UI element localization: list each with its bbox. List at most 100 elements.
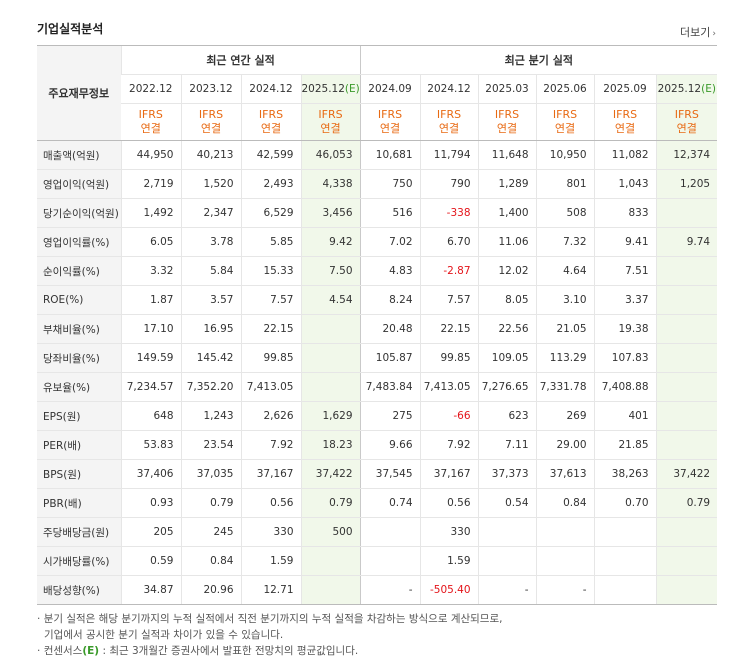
table-cell: 1.87 xyxy=(120,285,181,315)
period-header: 2024.12 xyxy=(419,74,479,104)
table-cell: 2,626 xyxy=(240,401,301,431)
table-cell xyxy=(300,343,361,373)
table-cell: 500 xyxy=(300,517,361,547)
estimate-mark: (E) xyxy=(344,83,360,95)
table-cell: 0.54 xyxy=(477,488,537,518)
table-row: PER(배) 53.83 23.54 7.92 18.23 9.66 7.92 7.11 29.… xyxy=(37,430,718,460)
table-cell: 7.50 xyxy=(300,256,361,286)
table-cell: 37,422 xyxy=(655,459,718,489)
table-cell: 4.64 xyxy=(535,256,595,286)
table-cell: 9.41 xyxy=(593,227,657,257)
table-cell: 7.92 xyxy=(419,430,479,460)
table-cell: 1.59 xyxy=(419,546,479,576)
period-header: 2022.12 xyxy=(121,74,181,104)
table-cell: 7.51 xyxy=(593,256,657,286)
table-cell: 7.32 xyxy=(535,227,595,257)
accounting-standard: IFRS 연결 xyxy=(121,103,181,141)
table-cell: 149.59 xyxy=(120,343,181,373)
group-quarter-header: 최근 분기 실적 xyxy=(359,45,718,75)
table-cell: 37,035 xyxy=(180,459,241,489)
table-cell xyxy=(593,546,657,576)
table-cell: 21.05 xyxy=(535,314,595,344)
row-label: 유보율(%) xyxy=(37,372,121,402)
row-label: PBR(배) xyxy=(37,488,121,518)
table-cell xyxy=(655,343,718,373)
table-cell: 37,373 xyxy=(477,459,537,489)
table-cell: 22.15 xyxy=(240,314,301,344)
row-label: 주당배당금(원) xyxy=(37,517,121,547)
table-cell: 7.92 xyxy=(240,430,301,460)
table-cell xyxy=(655,546,718,576)
table-cell: -66 xyxy=(419,401,479,431)
table-cell: 0.56 xyxy=(240,488,301,518)
table-cell: 4,338 xyxy=(300,169,361,199)
table-cell: 0.79 xyxy=(655,488,718,518)
table-cell: 7,331.78 xyxy=(535,372,595,402)
table-cell: 3.10 xyxy=(535,285,595,315)
table-row: 부채비율(%) 17.10 16.95 22.15 20.48 22.15 22.56 21.… xyxy=(37,314,718,344)
table-row: 배당성향(%) 34.87 20.96 12.71- -505.40- - xyxy=(37,575,718,605)
table-cell xyxy=(655,401,718,431)
table-cell: 40,213 xyxy=(180,140,241,170)
table-cell: 7,276.65 xyxy=(477,372,537,402)
accounting-standard: IFRS 연결 xyxy=(655,103,718,141)
table-cell: 9.74 xyxy=(655,227,718,257)
table-cell xyxy=(655,198,718,228)
table-cell xyxy=(477,517,537,547)
table-cell: - xyxy=(535,575,595,605)
table-cell: 516 xyxy=(359,198,421,228)
table-cell xyxy=(359,546,421,576)
table-cell: 7.02 xyxy=(359,227,421,257)
footnote-1: · 분기 실적은 해당 분기까지의 누적 실적에서 직전 분기까지의 누적 실적… xyxy=(37,613,503,625)
table-cell: 21.85 xyxy=(593,430,657,460)
period-header: 2025.12(E) xyxy=(300,74,361,104)
table-cell: 833 xyxy=(593,198,657,228)
table-cell: 8.24 xyxy=(359,285,421,315)
table-cell: 11,648 xyxy=(477,140,537,170)
accounting-standard: IFRS 연결 xyxy=(180,103,241,141)
table-cell: 46,053 xyxy=(300,140,361,170)
footnote-2: · 컨센서스(E) : 최근 3개월간 증권사에서 발표한 전망치의 평균값입니… xyxy=(37,645,359,657)
table-cell xyxy=(535,517,595,547)
table-cell: 113.29 xyxy=(535,343,595,373)
table-cell: 109.05 xyxy=(477,343,537,373)
accounting-standard: IFRS 연결 xyxy=(419,103,479,141)
financial-table: 주요재무정보 최근 연간 실적 최근 분기 실적 2022.12 2023.12 2… xyxy=(37,45,718,605)
row-label: 배당성향(%) xyxy=(37,575,121,605)
row-label: 시가배당률(%) xyxy=(37,546,121,576)
table-cell xyxy=(300,314,361,344)
table-cell: 330 xyxy=(240,517,301,547)
table-cell xyxy=(593,575,657,605)
table-cell: 18.23 xyxy=(300,430,361,460)
table-cell: 790 xyxy=(419,169,479,199)
table-cell: 9.42 xyxy=(300,227,361,257)
table-cell: 53.83 xyxy=(120,430,181,460)
table-row: 영업이익률(%) 6.05 3.78 5.85 9.42 7.02 6.70 11.06 7.3… xyxy=(37,227,718,257)
footnotes: · 분기 실적은 해당 분기까지의 누적 실적에서 직전 분기까지의 누적 실적… xyxy=(37,611,502,659)
table-cell: 7,408.88 xyxy=(593,372,657,402)
table-cell: 7,413.05 xyxy=(419,372,479,402)
table-cell: 7,352.20 xyxy=(180,372,241,402)
row-label: 영업이익률(%) xyxy=(37,227,121,257)
table-cell: 37,422 xyxy=(300,459,361,489)
table-cell: 2,347 xyxy=(180,198,241,228)
table-cell: 12.02 xyxy=(477,256,537,286)
table-cell: 0.93 xyxy=(120,488,181,518)
table-cell: 12,374 xyxy=(655,140,718,170)
more-link[interactable]: 더보기 › xyxy=(680,24,716,40)
table-row: BPS(원) 37,406 37,035 37,167 37,422 37,545 37,1… xyxy=(37,459,718,489)
accounting-standard: IFRS 연결 xyxy=(300,103,361,141)
period-header: 2025.03 xyxy=(477,74,537,104)
table-cell: -2.87 xyxy=(419,256,479,286)
table-cell: 145.42 xyxy=(180,343,241,373)
table-cell: 0.79 xyxy=(180,488,241,518)
row-label-header: 주요재무정보 xyxy=(37,45,121,141)
table-cell: 42,599 xyxy=(240,140,301,170)
table-cell: 0.84 xyxy=(535,488,595,518)
table-cell xyxy=(593,517,657,547)
table-cell: 11,082 xyxy=(593,140,657,170)
table-cell: 38,263 xyxy=(593,459,657,489)
period-header: 2024.09 xyxy=(359,74,421,104)
table-cell xyxy=(535,546,595,576)
table-cell: 44,950 xyxy=(120,140,181,170)
